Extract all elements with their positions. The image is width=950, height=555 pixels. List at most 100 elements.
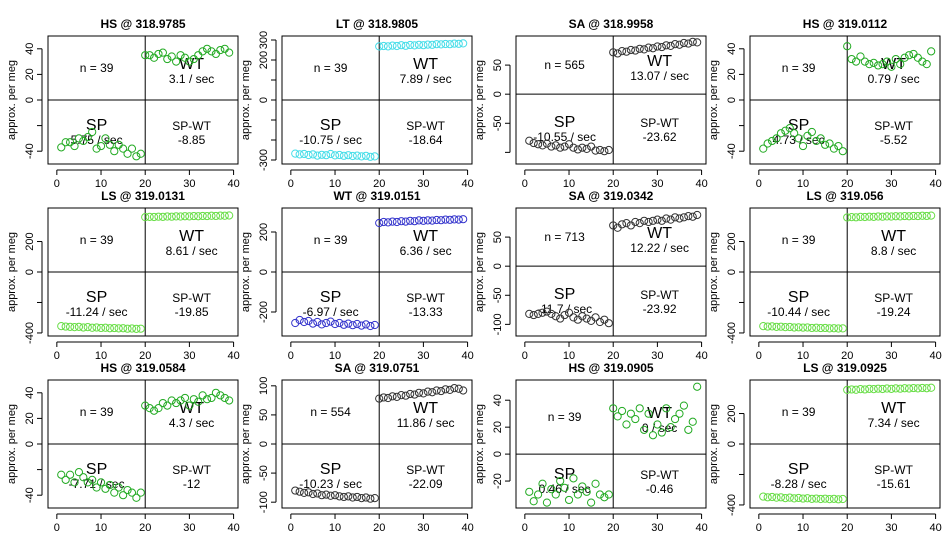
wt-label: WT bbox=[647, 53, 672, 70]
n-count: n = 713 bbox=[544, 230, 585, 244]
data-point bbox=[909, 49, 918, 59]
data-point bbox=[604, 319, 613, 328]
data-point bbox=[759, 321, 768, 331]
y-tick-label: 0 bbox=[492, 91, 504, 97]
data-point bbox=[693, 38, 702, 47]
data-point bbox=[927, 383, 936, 392]
data-point bbox=[878, 384, 887, 394]
data-point bbox=[344, 492, 353, 501]
spwt-value: -23.92 bbox=[643, 302, 677, 316]
data-point bbox=[640, 425, 649, 434]
data-point bbox=[436, 216, 446, 225]
data-point bbox=[198, 47, 207, 56]
data-point bbox=[684, 212, 693, 221]
x-tick-label: 20 bbox=[841, 522, 853, 534]
data-point bbox=[370, 494, 379, 503]
data-point bbox=[194, 397, 203, 406]
data-point bbox=[216, 45, 225, 55]
data-point bbox=[57, 143, 66, 152]
data-point bbox=[344, 151, 353, 160]
data-point bbox=[829, 144, 839, 153]
data-point bbox=[326, 317, 335, 326]
panel-title: LS @ 319.0131 bbox=[101, 189, 185, 203]
data-point bbox=[61, 138, 70, 147]
y-tick-label: 40 bbox=[726, 43, 738, 55]
data-point bbox=[816, 323, 825, 333]
data-point bbox=[538, 308, 547, 317]
x-tick-label: 40 bbox=[461, 178, 473, 190]
y-tick-label: -100 bbox=[258, 491, 270, 513]
data-point bbox=[653, 215, 662, 224]
data-point bbox=[101, 134, 110, 143]
data-point bbox=[88, 127, 97, 137]
data-point bbox=[419, 216, 428, 225]
data-point bbox=[419, 41, 428, 50]
data-point bbox=[88, 323, 97, 332]
x-tick-label: 40 bbox=[461, 522, 473, 534]
y-tick-label: 20 bbox=[24, 412, 36, 424]
data-point bbox=[180, 393, 190, 403]
data-point bbox=[158, 212, 167, 221]
data-point bbox=[225, 211, 234, 220]
y-tick-label: 200 bbox=[726, 232, 738, 250]
data-point bbox=[529, 497, 538, 506]
y-tick-label: 200 bbox=[258, 223, 270, 241]
wt-label: WT bbox=[413, 56, 438, 73]
data-point bbox=[856, 385, 865, 394]
sp-label: SP bbox=[86, 461, 107, 478]
data-point bbox=[304, 488, 313, 497]
data-point bbox=[609, 221, 618, 230]
x-tick-label: 0 bbox=[756, 350, 762, 362]
data-point bbox=[361, 493, 371, 502]
data-point bbox=[198, 211, 207, 221]
data-point bbox=[291, 149, 300, 158]
data-point bbox=[313, 317, 322, 327]
y-tick-label: 0 bbox=[726, 97, 738, 103]
data-point bbox=[149, 212, 159, 222]
data-point bbox=[551, 141, 560, 150]
data-point bbox=[141, 401, 150, 410]
wt-rate: 0.79 / sec bbox=[868, 72, 920, 86]
data-point bbox=[856, 212, 865, 221]
data-point bbox=[653, 420, 662, 429]
data-point bbox=[114, 483, 123, 492]
data-point bbox=[560, 310, 569, 320]
sp-label: SP bbox=[554, 114, 575, 131]
y-tick-label: 300 bbox=[258, 31, 270, 49]
data-point bbox=[927, 211, 936, 220]
data-point bbox=[348, 493, 357, 502]
data-point bbox=[525, 309, 534, 318]
wt-rate: 7.34 / sec bbox=[868, 416, 920, 430]
spwt-value: -15.61 bbox=[877, 477, 911, 491]
data-point bbox=[847, 385, 856, 394]
spwt-value: -0.46 bbox=[646, 482, 674, 496]
data-point bbox=[887, 384, 896, 393]
data-point bbox=[865, 60, 874, 69]
panel-title: HS @ 319.0905 bbox=[568, 361, 653, 375]
y-tick-label: 20 bbox=[492, 421, 504, 433]
x-tick-label: 20 bbox=[607, 522, 619, 534]
x-tick-label: 10 bbox=[95, 522, 107, 534]
y-tick-label: 0 bbox=[258, 441, 270, 447]
data-point bbox=[900, 211, 909, 221]
y-tick-label: 0 bbox=[726, 441, 738, 447]
y-axis-label: approx. per meg bbox=[6, 404, 18, 484]
data-point bbox=[401, 41, 410, 50]
data-point bbox=[882, 212, 892, 221]
data-point bbox=[379, 217, 388, 227]
data-point bbox=[353, 492, 362, 502]
data-point bbox=[428, 388, 437, 397]
n-count: n = 554 bbox=[310, 405, 351, 419]
data-point bbox=[361, 320, 371, 329]
sp-label: SP bbox=[320, 117, 341, 134]
data-point bbox=[123, 485, 132, 495]
data-point bbox=[83, 478, 92, 487]
data-point bbox=[891, 212, 900, 221]
sp-label: SP bbox=[320, 461, 341, 478]
data-point bbox=[348, 151, 357, 161]
y-tick-label: 0 bbox=[726, 269, 738, 275]
data-point bbox=[163, 54, 172, 64]
data-point bbox=[326, 149, 335, 159]
data-point bbox=[211, 211, 221, 221]
data-point bbox=[887, 212, 896, 221]
